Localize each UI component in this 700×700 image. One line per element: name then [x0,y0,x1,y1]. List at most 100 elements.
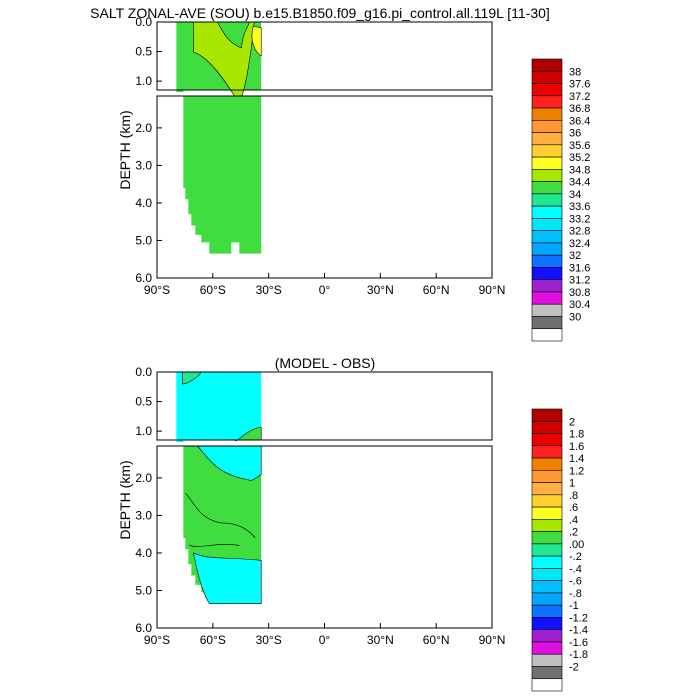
colorbar-label: 32 [569,250,581,262]
colorbar-label: -.6 [569,576,582,588]
colorbar-label: 1.2 [569,465,584,477]
y-tick-label: 4.0 [135,196,152,210]
colorbar-swatch [531,629,563,643]
colorbar-label: 30.8 [569,287,590,299]
colorbar-swatch [531,230,563,244]
colorbar-swatch [531,328,563,342]
x-tick-label: 60°N [423,633,450,647]
colorbar-label: 36 [569,128,581,140]
colorbar-label: 32.4 [569,238,590,250]
colorbar-swatch [531,107,563,121]
colorbar-swatch [531,470,563,483]
region-diff-negative-deep [192,552,262,604]
colorbar-swatch [531,144,563,158]
colorbar-swatch [531,242,563,256]
colorbar-label: -1.2 [569,612,588,624]
colorbar-swatch [531,666,563,680]
y-tick-label: 0.0 [135,15,152,29]
y-axis-label: DEPTH (km) [117,110,133,189]
colorbar-label: 33.6 [569,201,590,213]
colorbar-label: 31.6 [569,262,590,274]
y-tick-label: 1.0 [135,74,152,88]
colorbar-swatch [531,291,563,305]
colorbar-label: -2 [569,661,579,673]
diff-title: (MODEL - OBS) [275,355,376,371]
difference-colorbar: 21.81.61.41.21.8.6.4.2.00-.2-.4-.6-.8-1-… [531,408,588,692]
colorbar-label: 1 [569,478,575,490]
colorbar-label: 1.6 [569,441,584,453]
colorbar-label: .4 [569,514,578,526]
colorbar-label: 38 [569,66,581,78]
x-tick-label: 60°S [200,633,226,647]
x-tick-label: 90°N [479,633,506,647]
y-tick-label: 2.0 [135,471,152,485]
region-saltiest [251,25,262,57]
x-tick-label: 30°S [256,283,282,297]
y-axis-label: DEPTH (km) [117,460,133,539]
y-tick-label: 6.0 [135,621,152,635]
colorbar-swatch [531,95,563,109]
colorbar-label: 30.4 [569,299,590,311]
colorbar-swatch [531,457,563,471]
colorbar-swatch [531,70,563,84]
colorbar-swatch [531,120,563,133]
colorbar-label: 1.8 [569,429,584,441]
colorbar-label: .2 [569,527,578,539]
colorbar-swatch [531,156,563,170]
colorbar-swatch [531,433,563,447]
region-core [216,21,250,49]
colorbar-swatch [531,445,563,459]
y-tick-label: 6.0 [135,271,152,285]
colorbar-swatch [531,519,563,532]
colorbar-swatch [531,531,563,545]
colorbar-swatch [531,482,563,496]
colorbar-swatch [531,494,563,508]
colorbar-label: 2 [569,416,575,428]
x-tick-label: 30°N [367,283,394,297]
region-fresh-deep [183,96,262,254]
x-tick-label: 0° [319,283,331,297]
colorbar-label: 37.2 [569,91,590,103]
colorbar-label: 32.8 [569,226,590,238]
colorbar-swatch [531,181,563,195]
colorbar-swatch [531,132,563,146]
colorbar-swatch [531,83,563,97]
colorbar-label: -1.6 [569,637,588,649]
colorbar-label: -1.8 [569,649,588,661]
y-tick-label: 3.0 [135,508,152,522]
colorbar-label: 34.4 [569,177,590,189]
y-tick-label: 1.0 [135,424,152,438]
colorbar-swatch [531,408,563,422]
difference-panel: 90°S 60°S 30°S 0° 30°N 60°N 90°N 0.0 0.5 1.0 2.0 3.… [117,365,505,647]
y-tick-label: 5.0 [135,583,152,597]
colorbar-swatch [531,254,563,268]
colorbar-label: 34.8 [569,164,590,176]
x-tick-label: 0° [319,633,331,647]
y-tick-label: 3.0 [135,158,152,172]
colorbar-label: -1.4 [569,625,588,637]
colorbar-swatch [531,653,563,667]
x-tick-label: 90°N [479,283,506,297]
salinity-panel: 90°S 60°S 30°S 0° 30°N 60°N 90°N 0.0 0.5 1.0 2.0 3.… [117,15,505,297]
colorbar-swatch [531,506,563,520]
colorbar-label: 33.2 [569,213,590,225]
colorbar-swatch [531,169,563,182]
colorbar-swatch [531,568,563,581]
upper-frame [156,21,493,91]
x-tick-label: 30°N [367,633,394,647]
region-diff-background [176,372,262,442]
colorbar-label: -.8 [569,588,582,600]
salinity-colorbar: 3837.637.236.836.43635.635.234.834.43433… [531,58,590,342]
colorbar-swatch [531,316,563,330]
contour-line [189,544,240,547]
colorbar-swatch [531,580,563,594]
colorbar-label: .00 [569,539,584,551]
main-title: SALT ZONAL-AVE (SOU) b.e15.B1850.f09_g16… [90,5,550,21]
colorbar-swatch [531,678,563,692]
y-tick-label: 2.0 [135,121,152,135]
colorbar-label: 37.6 [569,79,590,91]
x-tick-label: 30°S [256,633,282,647]
colorbar-swatch [531,420,563,434]
colorbar-label: 36.8 [569,103,590,115]
